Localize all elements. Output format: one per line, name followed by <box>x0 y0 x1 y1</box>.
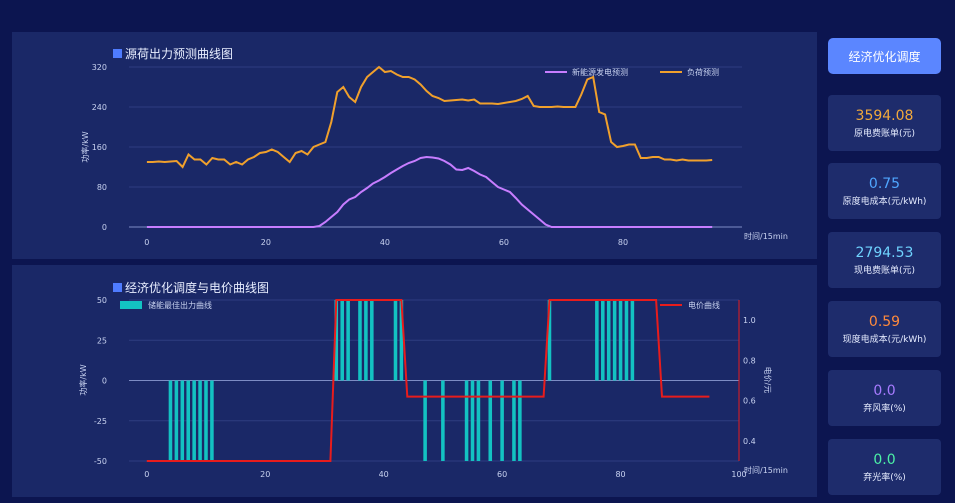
dispatch-chart-title: 经济优化调度与电价曲线图 <box>113 279 269 296</box>
series-line <box>146 155 713 228</box>
x-axis-label: 时间/15min <box>744 231 788 241</box>
storage-bar <box>393 300 398 381</box>
storage-bar <box>423 380 427 461</box>
y-tick-label: -25 <box>94 417 107 426</box>
y2-tick-label: 0.6 <box>743 397 756 406</box>
card-label: 原度电成本(元/kWh) <box>842 196 927 207</box>
storage-bar <box>612 300 617 381</box>
card-original-bill: 3594.08 原电费账单(元) <box>828 95 941 151</box>
storage-bar <box>488 380 493 461</box>
economic-dispatch-button[interactable]: 经济优化调度 <box>828 38 941 74</box>
y-tick-label: 0 <box>102 223 107 232</box>
card-original-unit-cost: 0.75 原度电成本(元/kWh) <box>828 163 941 219</box>
card-value: 0.0 <box>873 451 896 468</box>
y2-tick-label: 0.8 <box>743 356 756 365</box>
y-tick-label: 240 <box>92 103 107 112</box>
y-tick-label: 0 <box>102 377 107 386</box>
x-tick-label: 60 <box>499 238 509 247</box>
storage-bar <box>500 380 504 461</box>
y-tick-label: 320 <box>92 63 107 72</box>
y-axis-label: 功率/kW <box>80 131 90 162</box>
x-tick-label: 20 <box>260 470 270 479</box>
y-tick-label: 50 <box>97 296 107 305</box>
card-label: 原电费账单(元) <box>853 128 916 139</box>
x-tick-label: 100 <box>731 470 746 479</box>
storage-bar <box>174 380 179 461</box>
storage-bar <box>518 380 522 461</box>
dispatch-chart-panel: 经济优化调度与电价曲线图 -50 -25 0 25 50 0.4 0.6 0.8 1.0 0 20 4… <box>12 265 817 497</box>
y-axis-label: 功率/kW <box>78 364 88 395</box>
storage-bar <box>210 380 214 461</box>
x-axis-label: 时间/15min <box>744 465 788 475</box>
x-tick-label: 40 <box>379 470 389 479</box>
storage-bar <box>192 380 196 461</box>
storage-bar <box>624 300 629 381</box>
y2-tick-label: 0.4 <box>743 437 756 446</box>
storage-bar <box>180 380 185 461</box>
legend-label: 电价曲线 <box>688 300 720 310</box>
storage-bar <box>168 380 173 461</box>
y2-axis-label: 电价/元 <box>763 367 773 394</box>
card-value: 0.0 <box>873 382 896 399</box>
card-current-unit-cost: 0.59 现度电成本(元/kWh) <box>828 301 941 357</box>
series-line <box>146 65 713 169</box>
y-tick-label: -50 <box>94 457 107 466</box>
forecast-chart-panel: 源荷出力预测曲线图 0 80 160 240 320 0 20 40 60 80 时间/15min 功… <box>12 32 817 259</box>
title-marker-icon <box>113 49 122 58</box>
storage-bar <box>198 380 202 461</box>
storage-bar <box>601 300 605 381</box>
x-tick-label: 80 <box>618 238 628 247</box>
storage-bar <box>370 300 374 381</box>
x-tick-label: 0 <box>144 470 149 479</box>
card-current-bill: 2794.53 现电费账单(元) <box>828 232 941 288</box>
storage-bar <box>630 300 635 381</box>
x-tick-label: 80 <box>615 470 625 479</box>
title-marker-icon <box>113 283 122 292</box>
storage-bar <box>476 380 481 461</box>
storage-bar <box>606 300 611 381</box>
storage-bar <box>464 380 469 461</box>
storage-bar <box>470 380 475 461</box>
card-value: 3594.08 <box>855 107 914 124</box>
x-tick-label: 20 <box>261 238 271 247</box>
storage-bar <box>441 380 445 461</box>
storage-bar <box>186 380 190 461</box>
card-value: 0.75 <box>868 175 901 192</box>
x-tick-label: 40 <box>380 238 390 247</box>
y-tick-label: 25 <box>97 336 107 345</box>
dispatch-chart: -50 -25 0 25 50 0.4 0.6 0.8 1.0 0 20 40 60 80 100时间/15… <box>78 296 788 479</box>
storage-bar <box>399 300 404 381</box>
legend-label: 负荷预测 <box>687 67 719 77</box>
storage-bar <box>547 300 552 381</box>
x-tick-label: 0 <box>144 238 149 247</box>
card-label: 弃风率(%) <box>863 403 906 414</box>
storage-bar <box>334 300 339 381</box>
storage-bar <box>512 380 516 461</box>
storage-bar <box>346 300 350 381</box>
storage-bar <box>204 380 208 461</box>
y2-tick-label: 1.0 <box>743 316 756 325</box>
forecast-chart-title: 源荷出力预测曲线图 <box>113 45 233 62</box>
storage-bar <box>618 300 623 381</box>
legend-swatch <box>120 301 142 309</box>
card-wind-curtailment: 0.0 弃风率(%) <box>828 370 941 426</box>
card-label: 现电费账单(元) <box>853 265 916 276</box>
storage-bar <box>340 300 344 381</box>
card-value: 0.59 <box>868 313 901 330</box>
legend-label: 储能最佳出力曲线 <box>148 300 212 310</box>
y-tick-label: 80 <box>97 183 107 192</box>
forecast-chart: 0 80 160 240 320 0 20 40 60 80 时间/15min 功率/kW 新能源发电预… <box>80 63 788 247</box>
storage-bar <box>358 300 362 381</box>
card-label: 弃光率(%) <box>863 472 906 483</box>
card-label: 现度电成本(元/kWh) <box>842 334 927 345</box>
y-tick-label: 160 <box>92 143 107 152</box>
storage-bar <box>595 300 599 381</box>
card-solar-curtailment: 0.0 弃光率(%) <box>828 439 941 495</box>
price-line <box>146 299 710 462</box>
legend-label: 新能源发电预测 <box>572 67 628 77</box>
storage-bar <box>364 300 368 381</box>
x-tick-label: 60 <box>497 470 507 479</box>
card-value: 2794.53 <box>855 244 914 261</box>
